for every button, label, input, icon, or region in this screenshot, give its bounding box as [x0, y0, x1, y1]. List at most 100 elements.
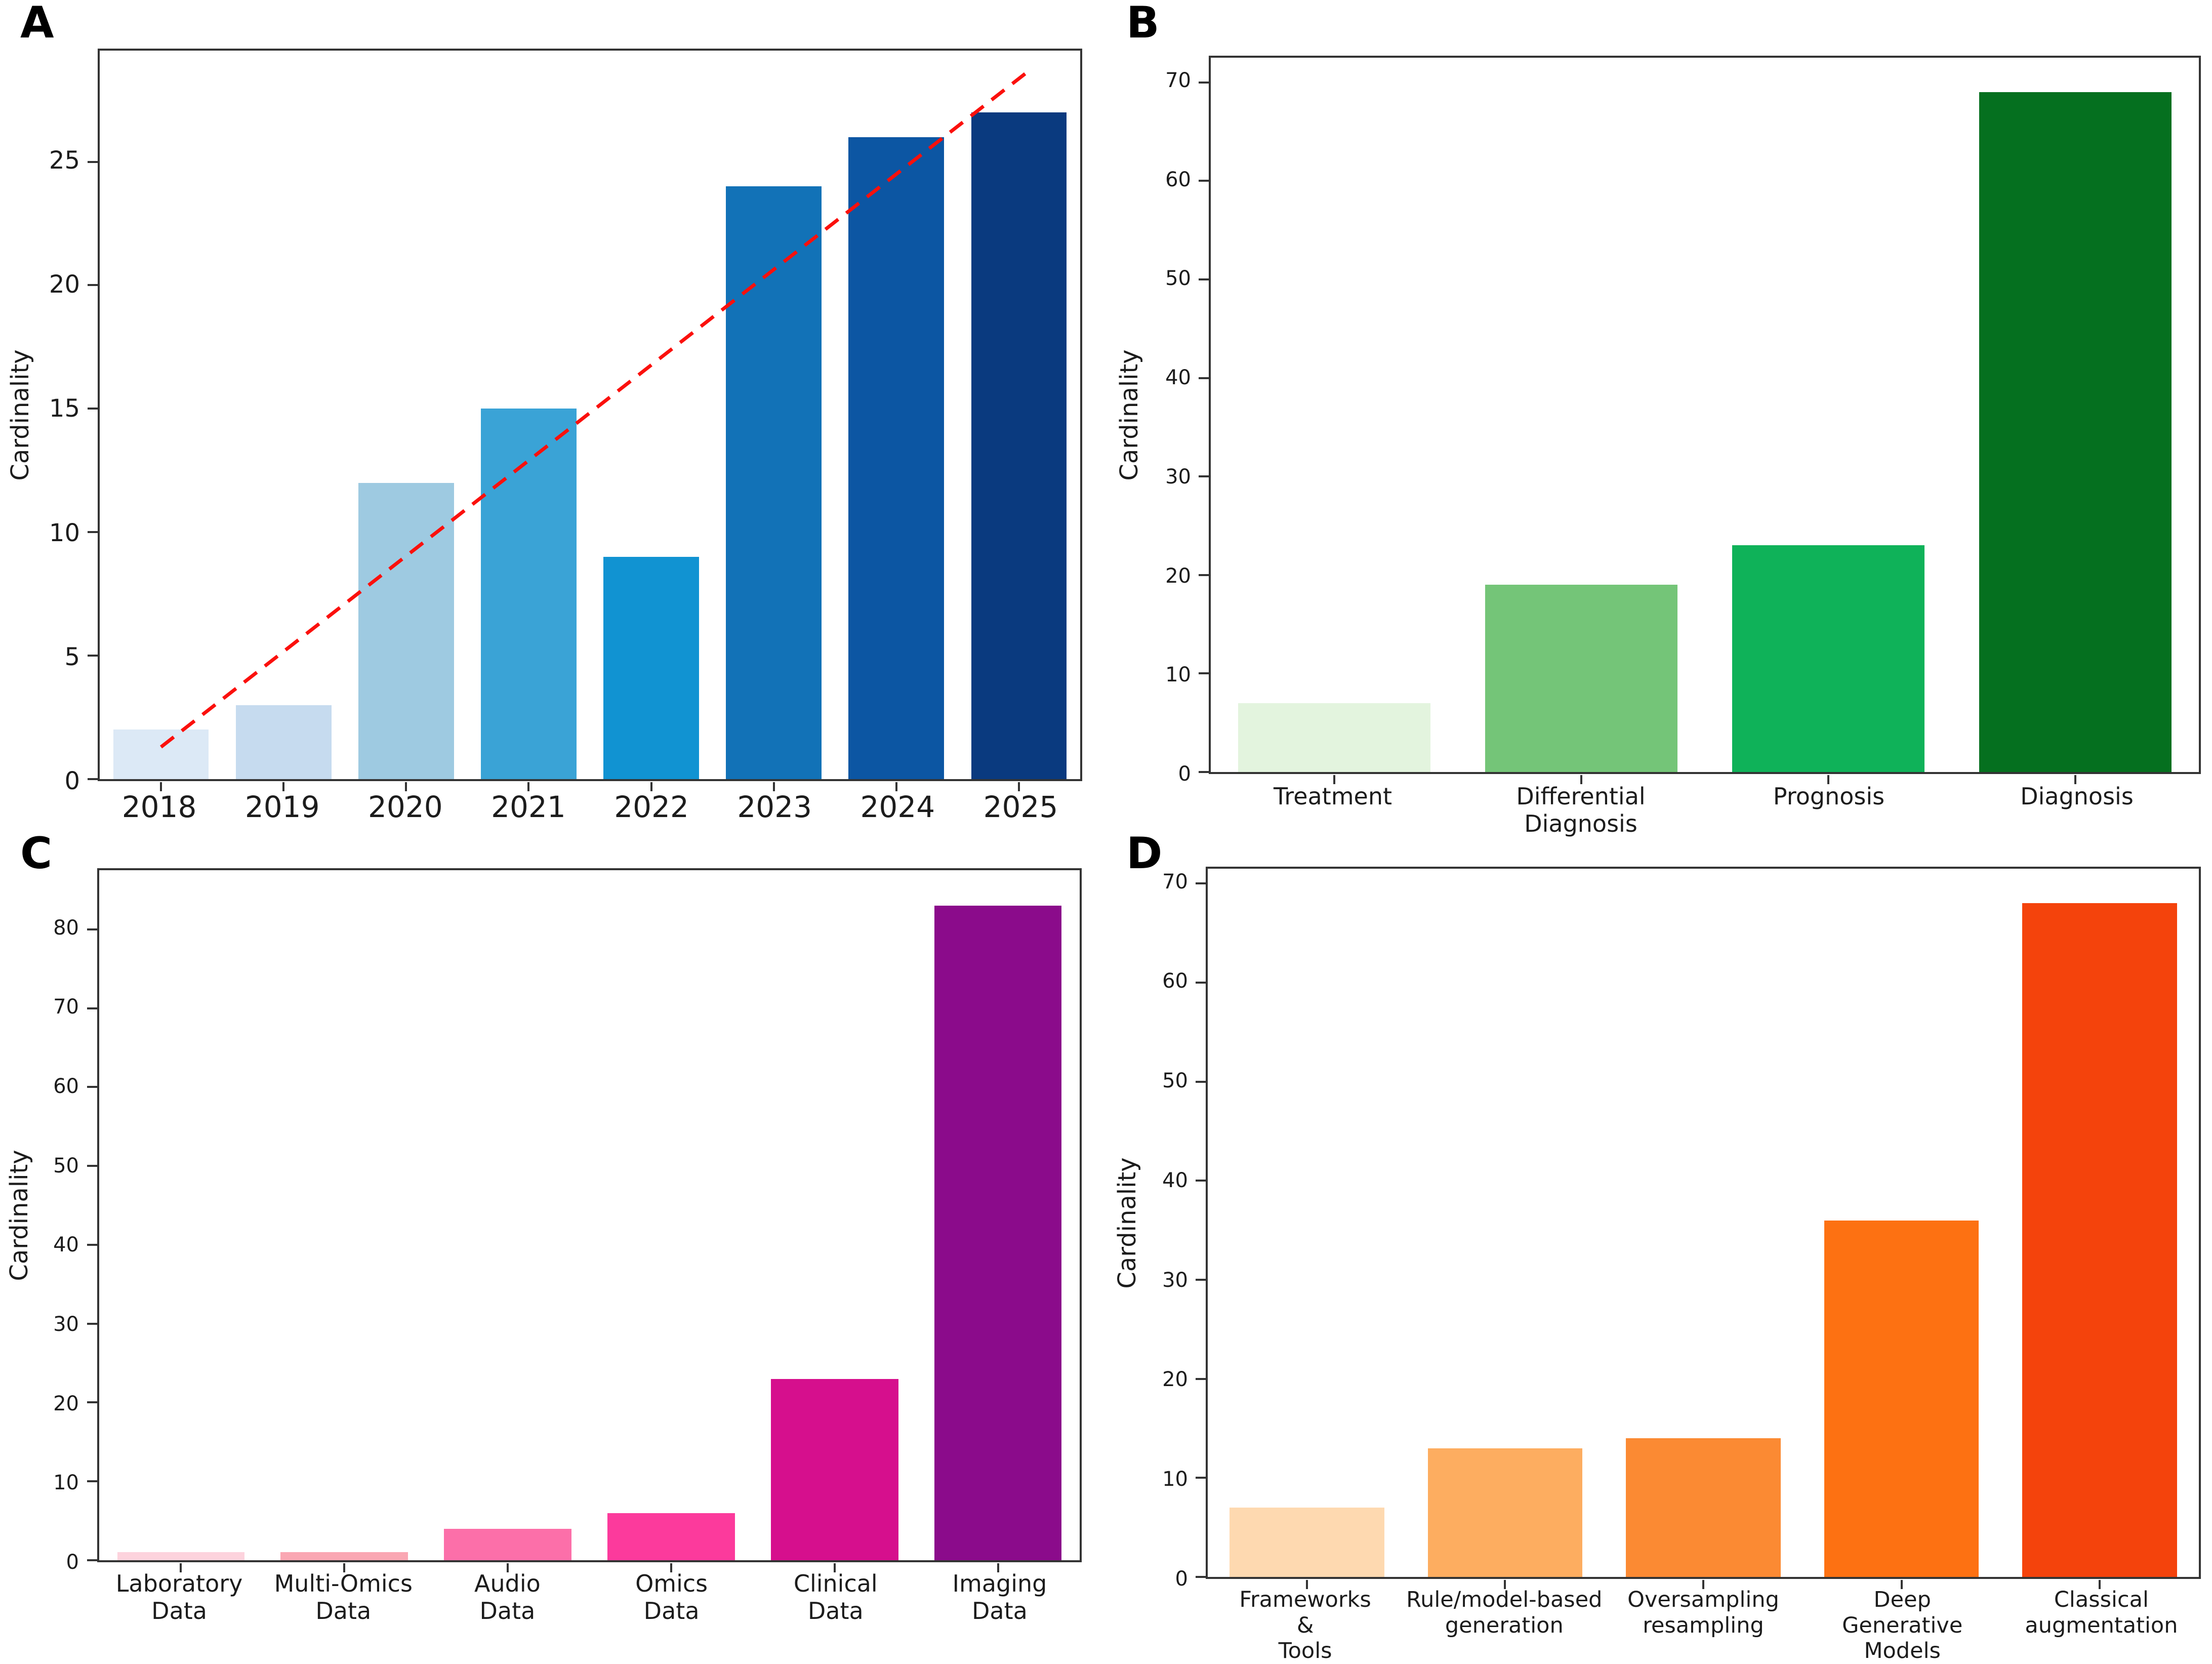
y-tick-label: 20 [1165, 564, 1191, 588]
bar-slot [753, 870, 916, 1560]
x-tick-mark [180, 1563, 182, 1572]
bar-slot [1952, 58, 2199, 772]
y-tick-mark [1199, 180, 1209, 182]
bar-deep-generative-models [1824, 1220, 1979, 1577]
y-tick-label: 30 [1162, 1268, 1188, 1292]
panel-d: D Cardinality 0 10 20 30 40 50 60 70 Frameworks… [1106, 828, 2212, 1664]
bar-audio-data [444, 1528, 571, 1560]
y-tick-mark [1199, 278, 1209, 280]
y-tick-label: 0 [64, 767, 80, 795]
bar-2024 [848, 137, 945, 779]
y-tick-mark [1196, 1576, 1206, 1578]
y-tick-label: 60 [1165, 168, 1191, 191]
y-tick-mark [1199, 475, 1209, 478]
x-tick-mark [833, 1563, 836, 1572]
y-tick-label: 30 [53, 1312, 79, 1336]
x-axis-labels: Treatment Differential Diagnosis Prognosis… [1209, 783, 2201, 838]
y-tick-mark [1196, 882, 1206, 885]
x-tick-mark [1900, 1580, 1903, 1589]
bar-differential-diagnosis [1485, 585, 1678, 772]
panel-b-letter: B [1126, 0, 1160, 48]
x-tick-label: Deep Generative Models [1842, 1587, 1963, 1664]
y-tick-label: 20 [1162, 1368, 1188, 1392]
panel-c-letter: C [20, 828, 53, 879]
y-tick-mark [87, 1559, 97, 1561]
x-tick-label: 2022 [614, 790, 689, 824]
x-tick-label: 2023 [737, 790, 812, 824]
x-axis-labels: 2018 2019 2020 2021 2022 2023 2024 2025 [98, 790, 1082, 824]
x-tick-mark [1333, 775, 1335, 784]
y-tick-label: 0 [1175, 1567, 1188, 1591]
y-tick-label: 15 [49, 394, 80, 423]
y-tick-mark [1196, 1279, 1206, 1281]
plot-box [88, 49, 1082, 791]
plot-box [1199, 56, 2201, 784]
bar-slot [1705, 58, 1952, 772]
bar-2020 [358, 482, 454, 779]
panel-d-letter: D [1126, 828, 1163, 879]
y-axis-ticks: 0 10 20 30 40 50 60 70 80 [0, 868, 79, 1572]
x-tick-mark [997, 1563, 999, 1572]
bar-slot [1208, 869, 1406, 1577]
x-tick-label: Laboratory Data [115, 1570, 243, 1625]
y-tick-label: 70 [1162, 870, 1188, 894]
y-tick-label: 50 [1162, 1069, 1188, 1093]
bar-slot [99, 870, 263, 1560]
bar-slot [958, 51, 1080, 779]
bar-slot [1458, 58, 1705, 772]
y-tick-label: 50 [1165, 267, 1191, 291]
y-tick-mark [1196, 1377, 1206, 1380]
bar-slot [426, 870, 590, 1560]
x-tick-label: Classical augmentation [2025, 1587, 2178, 1638]
y-tick-mark [88, 531, 98, 534]
plot-box [1196, 867, 2201, 1589]
y-tick-label: 25 [49, 146, 80, 175]
y-tick-label: 0 [1178, 762, 1191, 786]
x-tick-label: Clinical Data [793, 1570, 878, 1625]
x-tick-mark [650, 782, 652, 791]
bar-slot [1803, 869, 2001, 1577]
bars [100, 51, 1080, 779]
y-tick-mark [1199, 377, 1209, 379]
y-axis-ticks: 0 10 20 30 40 50 60 70 [1106, 56, 1191, 784]
x-tick-mark [527, 782, 530, 791]
bar-oversampling-resampling [1626, 1438, 1781, 1577]
y-tick-mark [1199, 771, 1209, 773]
y-tick-label: 10 [1165, 663, 1191, 687]
x-tick-label: Audio Data [474, 1570, 541, 1625]
x-tick-mark [405, 782, 407, 791]
bar-slot [713, 51, 835, 779]
y-tick-label: 10 [53, 1471, 79, 1495]
y-tick-label: 70 [1165, 68, 1191, 92]
plot-box [87, 868, 1082, 1572]
bar-treatment [1238, 703, 1431, 772]
bars [1211, 58, 2199, 772]
x-tick-label: Differential Diagnosis [1516, 783, 1646, 838]
bar-2023 [726, 186, 822, 779]
x-tick-label: Frameworks & Tools [1239, 1587, 1371, 1664]
y-tick-mark [87, 1007, 97, 1009]
bar-slot [263, 870, 426, 1560]
bar-slot [467, 51, 590, 779]
y-tick-mark [88, 778, 98, 780]
bar-2021 [481, 409, 577, 779]
x-axis-labels: Frameworks & Tools Rule/model-based gener… [1206, 1587, 2201, 1664]
x-tick-mark [282, 782, 285, 791]
bars [99, 870, 1080, 1560]
bar-rule/model-based-generation [1427, 1448, 1583, 1577]
x-tick-label: Multi-Omics Data [274, 1570, 413, 1625]
bar-imaging-data [934, 906, 1062, 1560]
bar-2022 [603, 556, 699, 779]
y-tick-label: 40 [53, 1233, 79, 1257]
y-axis-ticks: 0 10 20 30 40 50 60 70 [1106, 867, 1188, 1589]
y-tick-label: 20 [53, 1392, 79, 1415]
y-tick-mark [1199, 672, 1209, 675]
x-tick-mark [1305, 1580, 1308, 1589]
x-tick-label: 2021 [491, 790, 566, 824]
y-tick-label: 60 [1162, 969, 1188, 993]
y-tick-label: 50 [53, 1154, 79, 1178]
x-tick-label: 2025 [983, 790, 1058, 824]
y-tick-mark [88, 408, 98, 410]
x-tick-mark [1580, 775, 1582, 784]
y-tick-mark [87, 1480, 97, 1483]
